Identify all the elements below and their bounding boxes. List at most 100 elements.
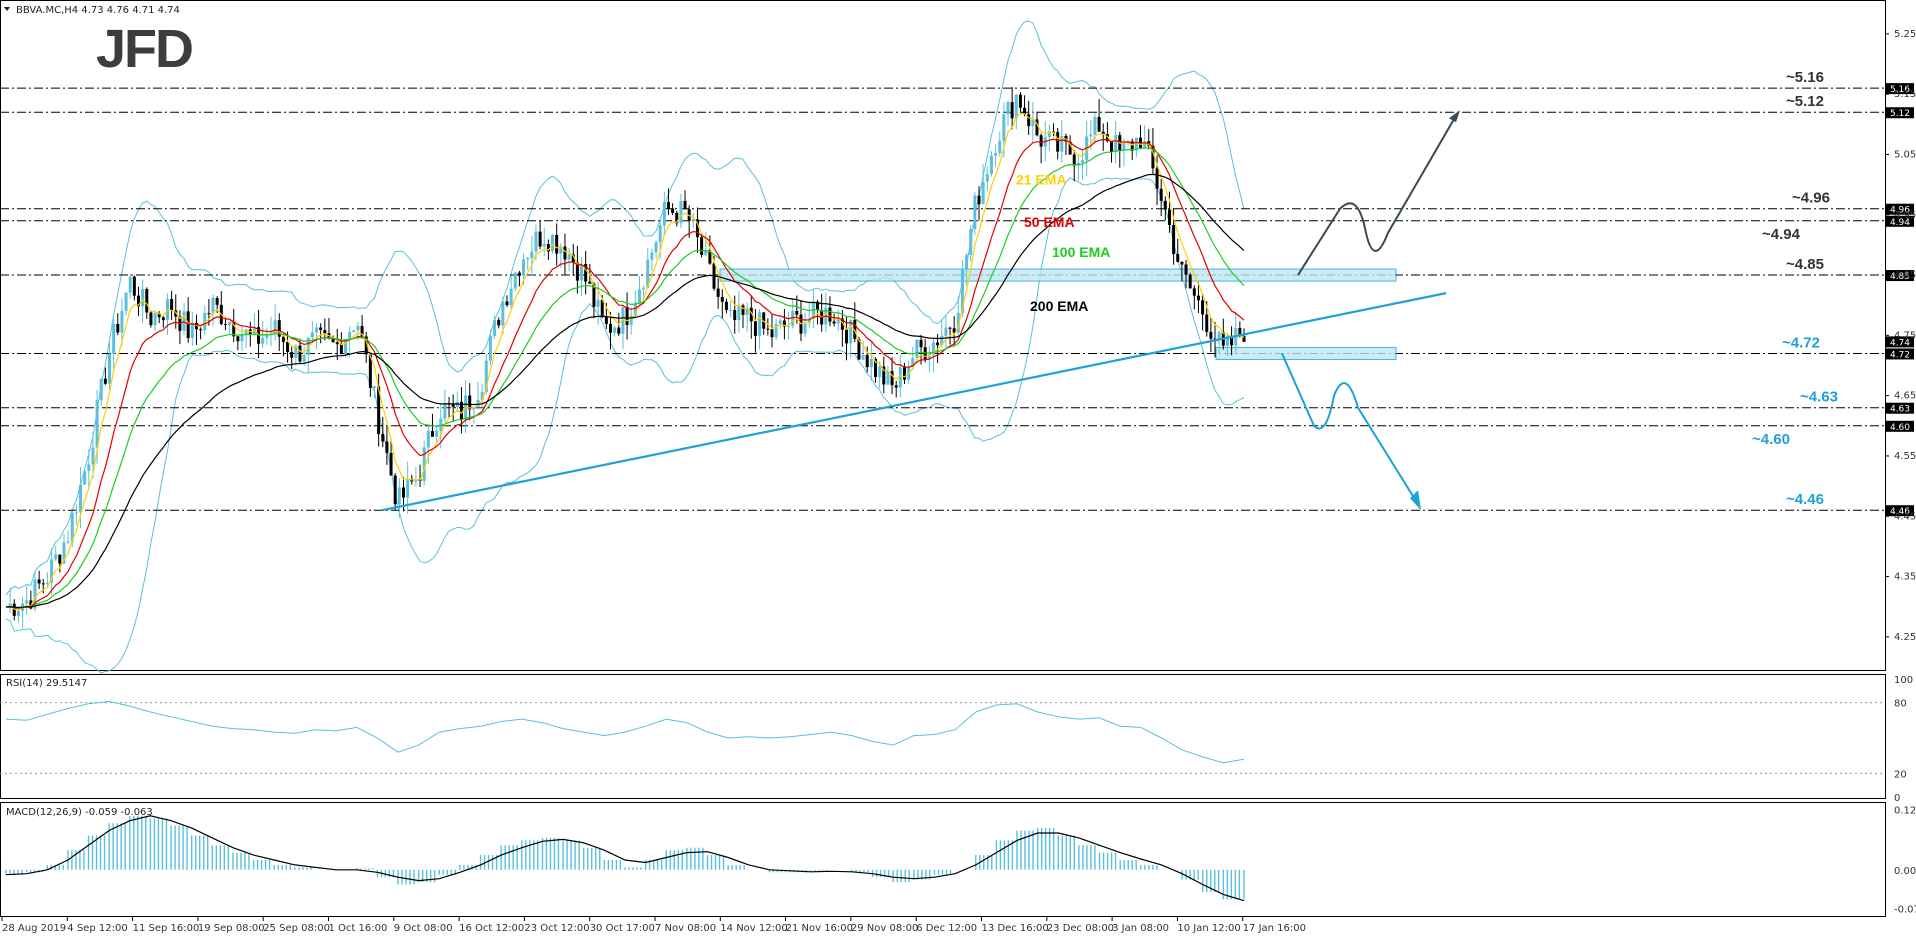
candle-body xyxy=(344,339,348,355)
time-tick-label: 21 Nov 16:00 xyxy=(786,923,853,934)
ascending-support-line xyxy=(381,292,1447,512)
ema-200-line xyxy=(5,173,1245,609)
candle-body xyxy=(960,269,964,313)
bullish-scenario-arrow xyxy=(1297,111,1459,276)
candle-body xyxy=(1097,117,1101,132)
candle-body xyxy=(182,311,186,331)
candle-body xyxy=(998,140,1002,154)
candle-body xyxy=(1014,94,1018,119)
level-price-box xyxy=(1886,83,1914,95)
time-tick-label: 3 Jan 08:00 xyxy=(1112,923,1169,934)
candle-body xyxy=(414,479,418,482)
level-price-box-text: 4.72 xyxy=(1890,350,1910,360)
candle-body xyxy=(828,307,832,322)
price-tick-label: 4.95 xyxy=(1894,210,1916,221)
level-price-box-text: 5.16 xyxy=(1890,85,1910,95)
level-label: ~4.63 xyxy=(1800,389,1838,406)
level-label: ~4.96 xyxy=(1792,190,1830,207)
candle-body xyxy=(633,302,637,316)
candle-body xyxy=(290,352,294,358)
level-price-box xyxy=(1886,107,1914,119)
dropdown-triangle-icon[interactable] xyxy=(4,7,10,11)
candle-body xyxy=(592,283,596,307)
candle-body xyxy=(596,299,600,307)
candle-body xyxy=(662,202,666,226)
candle-body xyxy=(1018,94,1022,108)
candle-body xyxy=(1060,136,1064,152)
candle-body xyxy=(70,512,74,542)
candle-body xyxy=(108,353,112,384)
candle-body xyxy=(1196,295,1200,301)
candle-body xyxy=(1130,141,1134,151)
candle-body xyxy=(509,288,513,306)
candle-body xyxy=(1039,135,1043,147)
time-tick-label: 16 Oct 12:00 xyxy=(459,923,524,934)
candle-body xyxy=(944,327,948,336)
candle-body xyxy=(861,354,865,360)
candle-body xyxy=(207,313,211,315)
candle-body xyxy=(112,323,116,354)
candle-body xyxy=(397,487,401,505)
candle-body xyxy=(83,471,87,485)
candle-body xyxy=(319,327,323,331)
price-axis: 5.16 5.12 4.96 4.94 4.85 4.72 4.63 4.60 4.46 4.74… xyxy=(1885,29,1916,643)
candle-body xyxy=(16,610,20,616)
candle-body xyxy=(584,264,588,282)
candle-body xyxy=(745,307,749,315)
time-tick-label: 17 Jan 16:00 xyxy=(1243,923,1306,934)
time-tick-label: 7 Nov 08:00 xyxy=(655,923,716,934)
candle-body xyxy=(749,307,753,322)
ema-label: 50 EMA xyxy=(1024,214,1075,230)
candle-body xyxy=(637,289,641,303)
candle-body xyxy=(530,251,534,259)
candle-body xyxy=(1242,335,1246,342)
candle-body xyxy=(551,234,555,252)
price-tick-label: 4.85 xyxy=(1894,270,1916,281)
level-price-box-text: 4.63 xyxy=(1890,405,1910,415)
time-tick-label: 23 Oct 12:00 xyxy=(524,923,589,934)
candle-body xyxy=(679,200,683,224)
candle-body xyxy=(1068,141,1072,155)
macd-label: MACD(12,26,9) -0.059 -0.063 xyxy=(6,807,153,818)
candle-body xyxy=(306,337,310,355)
candle-body xyxy=(277,320,281,337)
candle-body xyxy=(476,399,480,408)
candle-body xyxy=(886,371,890,385)
macd-signal-line xyxy=(5,815,1245,902)
candle-body xyxy=(488,336,492,361)
candle-body xyxy=(1155,168,1159,189)
candle-body xyxy=(228,321,232,326)
candle-body xyxy=(894,385,898,388)
candle-body xyxy=(87,464,91,472)
candle-body xyxy=(302,354,306,362)
candle-body xyxy=(911,357,915,368)
candle-body xyxy=(1105,134,1109,142)
time-tick-label: 28 Aug 2019 xyxy=(2,923,66,934)
candle-body xyxy=(1027,114,1031,127)
bearish-scenario-arrow xyxy=(1281,353,1419,505)
candle-body xyxy=(141,288,145,307)
candle-body xyxy=(257,327,261,344)
candle-body xyxy=(381,434,385,442)
candle-body xyxy=(310,332,314,338)
candle-body xyxy=(41,583,45,585)
candle-body xyxy=(62,542,66,564)
ema-label: 21 EMA xyxy=(1016,172,1067,188)
candle-body xyxy=(352,330,356,332)
level-price-box xyxy=(1886,215,1914,227)
macd-panel-frame xyxy=(0,802,1886,917)
candle-body xyxy=(1081,160,1085,164)
candle-body xyxy=(513,272,517,289)
time-tick-label: 1 Oct 16:00 xyxy=(329,923,388,934)
candle-body xyxy=(1023,107,1027,115)
candle-body xyxy=(240,333,244,342)
candle-body xyxy=(244,329,248,334)
candle-body xyxy=(708,250,712,264)
candle-body xyxy=(459,401,463,420)
candle-body xyxy=(286,341,290,353)
candle-body xyxy=(1217,332,1221,341)
candle-body xyxy=(1225,335,1229,346)
rsi-line xyxy=(5,700,1245,764)
candle-body xyxy=(468,395,472,410)
